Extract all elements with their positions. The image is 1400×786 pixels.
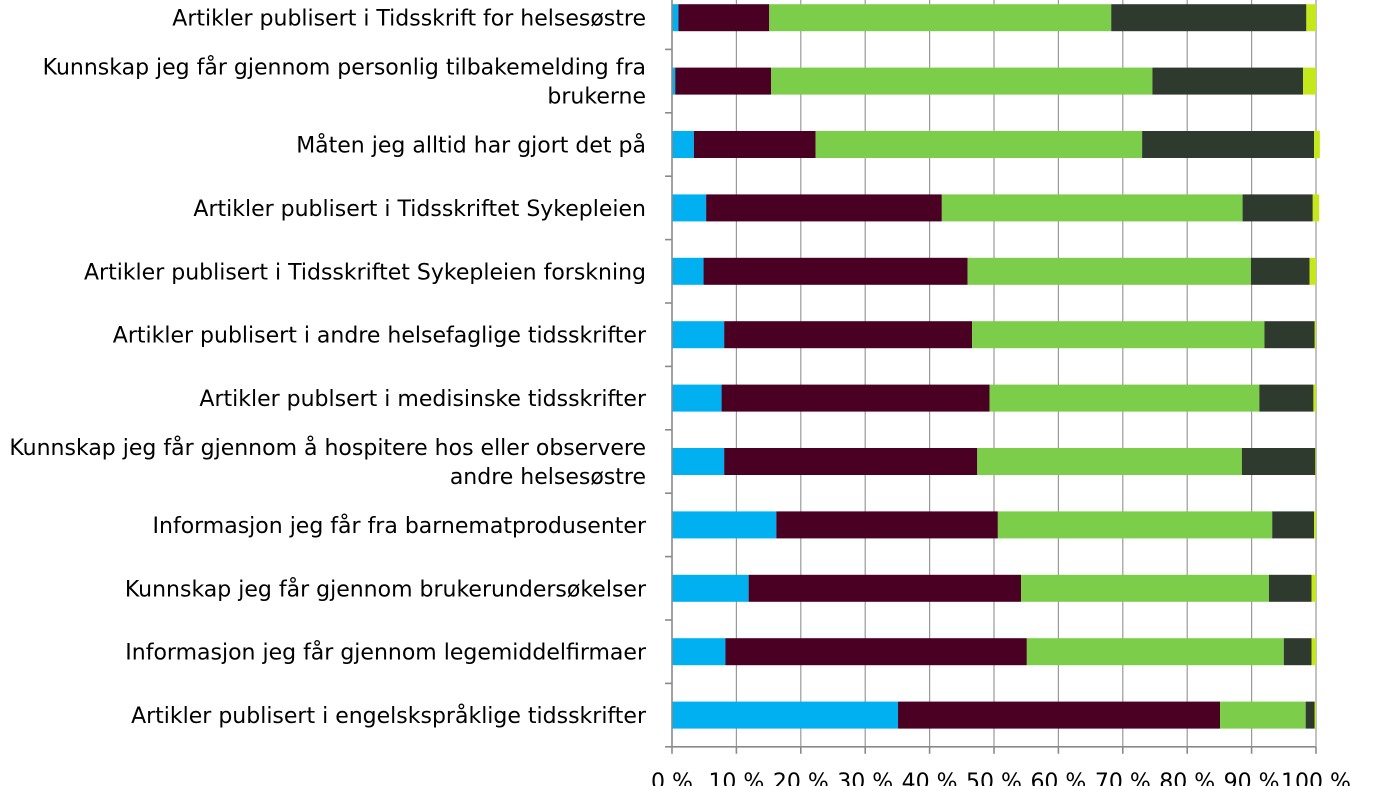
bar-segment <box>1312 194 1320 222</box>
x-tick-label: 0 % <box>651 770 693 786</box>
bar-segment <box>672 321 725 349</box>
x-tick-label: 100 % <box>1281 770 1351 786</box>
x-tick-label: 20 % <box>773 770 829 786</box>
bar-segment <box>967 257 1251 285</box>
x-tick-label: 60 % <box>1030 770 1086 786</box>
bar-segment <box>776 511 998 539</box>
bar-segment <box>989 384 1260 412</box>
bar-segment <box>672 511 777 539</box>
x-tick-label: 50 % <box>966 770 1022 786</box>
x-tick-label: 10 % <box>708 770 764 786</box>
bar-segment <box>1111 4 1307 32</box>
category-label: Informasjon jeg får fra barnematprodusen… <box>153 513 647 539</box>
bar-segment <box>672 194 707 222</box>
bar-segment <box>815 131 1143 158</box>
bar-segment <box>724 448 978 475</box>
x-tick-label: 90 % <box>1224 770 1280 786</box>
bar-segment <box>977 448 1242 475</box>
x-tick-label: 80 % <box>1159 770 1215 786</box>
category-label: Kunnskap jeg får gjennom personlig tilba… <box>43 55 646 81</box>
bar-segment <box>1309 257 1316 285</box>
bar-segment <box>721 384 990 412</box>
axes <box>665 0 1317 754</box>
category-label: Artikler publisert i Tidsskrift for hels… <box>172 7 646 32</box>
bar-segment <box>1259 384 1314 412</box>
category-label: Artikler publisert i Tidsskriftet Sykepl… <box>193 197 646 222</box>
bar-segment <box>1250 257 1310 285</box>
grid-lines <box>735 0 1317 747</box>
bar-segment <box>675 67 772 95</box>
bar-segment <box>1152 67 1304 95</box>
bar-segment <box>1305 701 1315 729</box>
bar-segment <box>1268 574 1312 602</box>
category-label: Artikler publisert i Tidsskriftet Sykepl… <box>84 260 646 285</box>
x-tick-label: 40 % <box>902 770 958 786</box>
bar-segment <box>1314 131 1320 158</box>
category-label: Kunnskap jeg får gjennom å hospitere hos… <box>9 435 646 461</box>
bar-segment <box>693 131 816 158</box>
bar-segment <box>997 511 1273 539</box>
bar-segment <box>1283 638 1312 666</box>
bar-segment <box>748 574 1022 602</box>
bar-segment <box>1264 321 1315 349</box>
bar-segment <box>1142 131 1315 158</box>
bar-segment <box>1315 448 1316 475</box>
bar-segment <box>672 574 749 602</box>
bar-segment <box>1314 701 1316 729</box>
bar-segment <box>672 701 899 729</box>
bar-segment <box>972 321 1265 349</box>
category-label: Måten jeg alltid har gjort det på <box>296 133 646 159</box>
bar-segment <box>672 257 704 285</box>
bar-segment <box>771 67 1153 95</box>
bar-segment <box>1021 574 1269 602</box>
x-tick-label: 70 % <box>1095 770 1151 786</box>
bar-segment <box>1314 321 1316 349</box>
category-label: Artikler publisert i engelskspråklige ti… <box>131 703 647 729</box>
bar-segment <box>1311 574 1316 602</box>
bar-segment <box>898 701 1221 729</box>
bar-segment <box>672 131 694 158</box>
bar-segment <box>672 448 725 475</box>
bar-segment <box>1026 638 1284 666</box>
bar-segment <box>672 67 676 95</box>
bar-segment <box>1303 67 1316 95</box>
bar-segment <box>672 638 726 666</box>
category-label: brukerne <box>547 85 646 110</box>
bar-segment <box>1311 638 1316 666</box>
category-label: andre helsesøstre <box>450 465 646 490</box>
bar-segment <box>1272 511 1315 539</box>
category-label: Artikler publsert i medisinske tidsskrif… <box>199 387 647 412</box>
bar-segment <box>1241 448 1316 475</box>
bar-segment <box>672 384 722 412</box>
bars <box>672 4 1320 729</box>
category-labels: Artikler publisert i Tidsskrift for hels… <box>9 7 647 729</box>
bar-segment <box>678 4 770 32</box>
x-tick-label: 30 % <box>837 770 893 786</box>
bar-segment <box>724 321 973 349</box>
bar-segment <box>769 4 1112 32</box>
bar-segment <box>706 194 942 222</box>
bar-segment <box>1314 511 1316 539</box>
bar-segment <box>1306 4 1316 32</box>
bar-segment <box>672 4 679 32</box>
x-tick-labels: 0 % 10 % 20 % 30 % 40 % 50 % 60 % 70 % 80 % 90 % 1… <box>651 770 1351 786</box>
bar-segment <box>1242 194 1313 222</box>
bar-segment <box>725 638 1027 666</box>
bar-segment <box>941 194 1243 222</box>
category-label: Artikler publisert i andre helsefaglige … <box>113 324 647 349</box>
category-label: Kunnskap jeg får gjennom brukerundersøke… <box>125 576 647 602</box>
bar-segment <box>703 257 968 285</box>
bar-segment <box>1313 384 1316 412</box>
bar-segment <box>1220 701 1306 729</box>
category-label: Informasjon jeg får gjennom legemiddelfi… <box>125 640 647 666</box>
